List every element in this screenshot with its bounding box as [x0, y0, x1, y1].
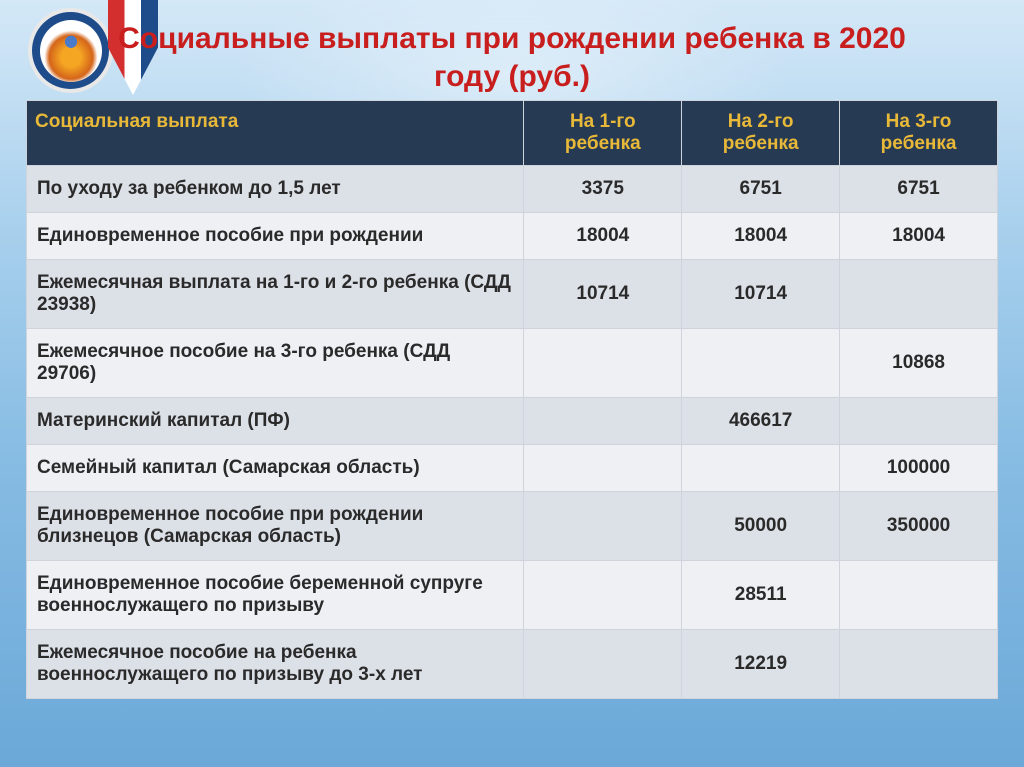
benefit-value-child2: 6751 — [682, 165, 840, 212]
benefit-name: Единовременное пособие беременной супруг… — [27, 560, 524, 629]
table-header-row: Социальная выплата На 1-го ребенка На 2-… — [27, 101, 998, 166]
table-body: По уходу за ребенком до 1,5 лет337567516… — [27, 165, 998, 698]
benefit-value-child3: 100000 — [840, 444, 998, 491]
benefit-value-child1 — [524, 328, 682, 397]
benefit-value-child2: 466617 — [682, 397, 840, 444]
benefit-value-child3 — [840, 629, 998, 698]
table-row: Ежемесячное пособие на 3-го ребенка (СДД… — [27, 328, 998, 397]
benefit-value-child3: 350000 — [840, 491, 998, 560]
benefit-name: Материнский капитал (ПФ) — [27, 397, 524, 444]
benefit-value-child1 — [524, 629, 682, 698]
benefits-table: Социальная выплата На 1-го ребенка На 2-… — [26, 100, 998, 699]
benefit-value-child3: 18004 — [840, 212, 998, 259]
benefit-name: Ежемесячная выплата на 1-го и 2-го ребен… — [27, 259, 524, 328]
benefit-value-child1: 18004 — [524, 212, 682, 259]
benefit-value-child1: 10714 — [524, 259, 682, 328]
benefit-value-child2: 50000 — [682, 491, 840, 560]
benefit-value-child3 — [840, 397, 998, 444]
table-row: Единовременное пособие при рождении близ… — [27, 491, 998, 560]
benefit-value-child1 — [524, 397, 682, 444]
benefit-name: Ежемесячное пособие на 3-го ребенка (СДД… — [27, 328, 524, 397]
table-row: Семейный капитал (Самарская область) 1000… — [27, 444, 998, 491]
benefit-value-child3 — [840, 560, 998, 629]
benefit-value-child2: 18004 — [682, 212, 840, 259]
page-title: Социальные выплаты при рождении ребенка … — [0, 20, 1024, 95]
table-row: Ежемесячное пособие на ребенка военнослу… — [27, 629, 998, 698]
col-header-benefit: Социальная выплата — [27, 101, 524, 166]
benefit-value-child2: 10714 — [682, 259, 840, 328]
table-row: Ежемесячная выплата на 1-го и 2-го ребен… — [27, 259, 998, 328]
benefit-name: Единовременное пособие при рождении близ… — [27, 491, 524, 560]
benefit-name: По уходу за ребенком до 1,5 лет — [27, 165, 524, 212]
benefit-value-child3: 10868 — [840, 328, 998, 397]
benefit-value-child2 — [682, 328, 840, 397]
benefit-value-child1 — [524, 491, 682, 560]
benefit-value-merged: 28511 — [682, 560, 840, 629]
benefit-value-child2 — [682, 444, 840, 491]
benefit-name: Ежемесячное пособие на ребенка военнослу… — [27, 629, 524, 698]
table-row: Единовременное пособие беременной супруг… — [27, 560, 998, 629]
col-header-child-2: На 2-го ребенка — [682, 101, 840, 166]
benefit-value-child3 — [840, 259, 998, 328]
benefit-value-child3: 6751 — [840, 165, 998, 212]
benefit-value-merged: 12219 — [682, 629, 840, 698]
benefit-value-child1 — [524, 560, 682, 629]
col-header-child-3: На 3-го ребенка — [840, 101, 998, 166]
col-header-child-1: На 1-го ребенка — [524, 101, 682, 166]
table-row: Материнский капитал (ПФ) 466617 — [27, 397, 998, 444]
table-row: По уходу за ребенком до 1,5 лет337567516… — [27, 165, 998, 212]
table-row: Единовременное пособие при рождении18004… — [27, 212, 998, 259]
benefit-value-child1 — [524, 444, 682, 491]
benefit-name: Единовременное пособие при рождении — [27, 212, 524, 259]
benefit-name: Семейный капитал (Самарская область) — [27, 444, 524, 491]
benefit-value-child1: 3375 — [524, 165, 682, 212]
